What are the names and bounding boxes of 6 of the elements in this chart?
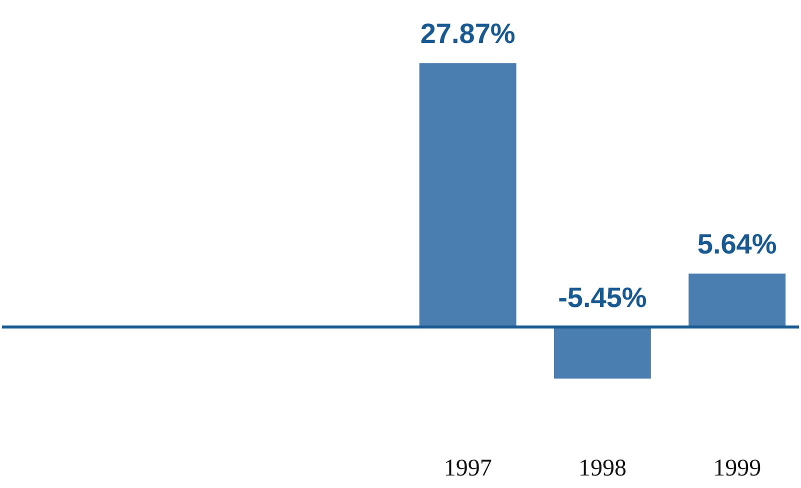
data-label: 5.64% — [697, 228, 777, 260]
x-tick-label: 1999 — [713, 456, 762, 482]
data-label: 27.87% — [420, 18, 516, 50]
data-label: -5.45% — [558, 282, 647, 313]
x-tick-label: 1997 — [444, 456, 492, 482]
x-tick-label: 1998 — [578, 456, 626, 482]
